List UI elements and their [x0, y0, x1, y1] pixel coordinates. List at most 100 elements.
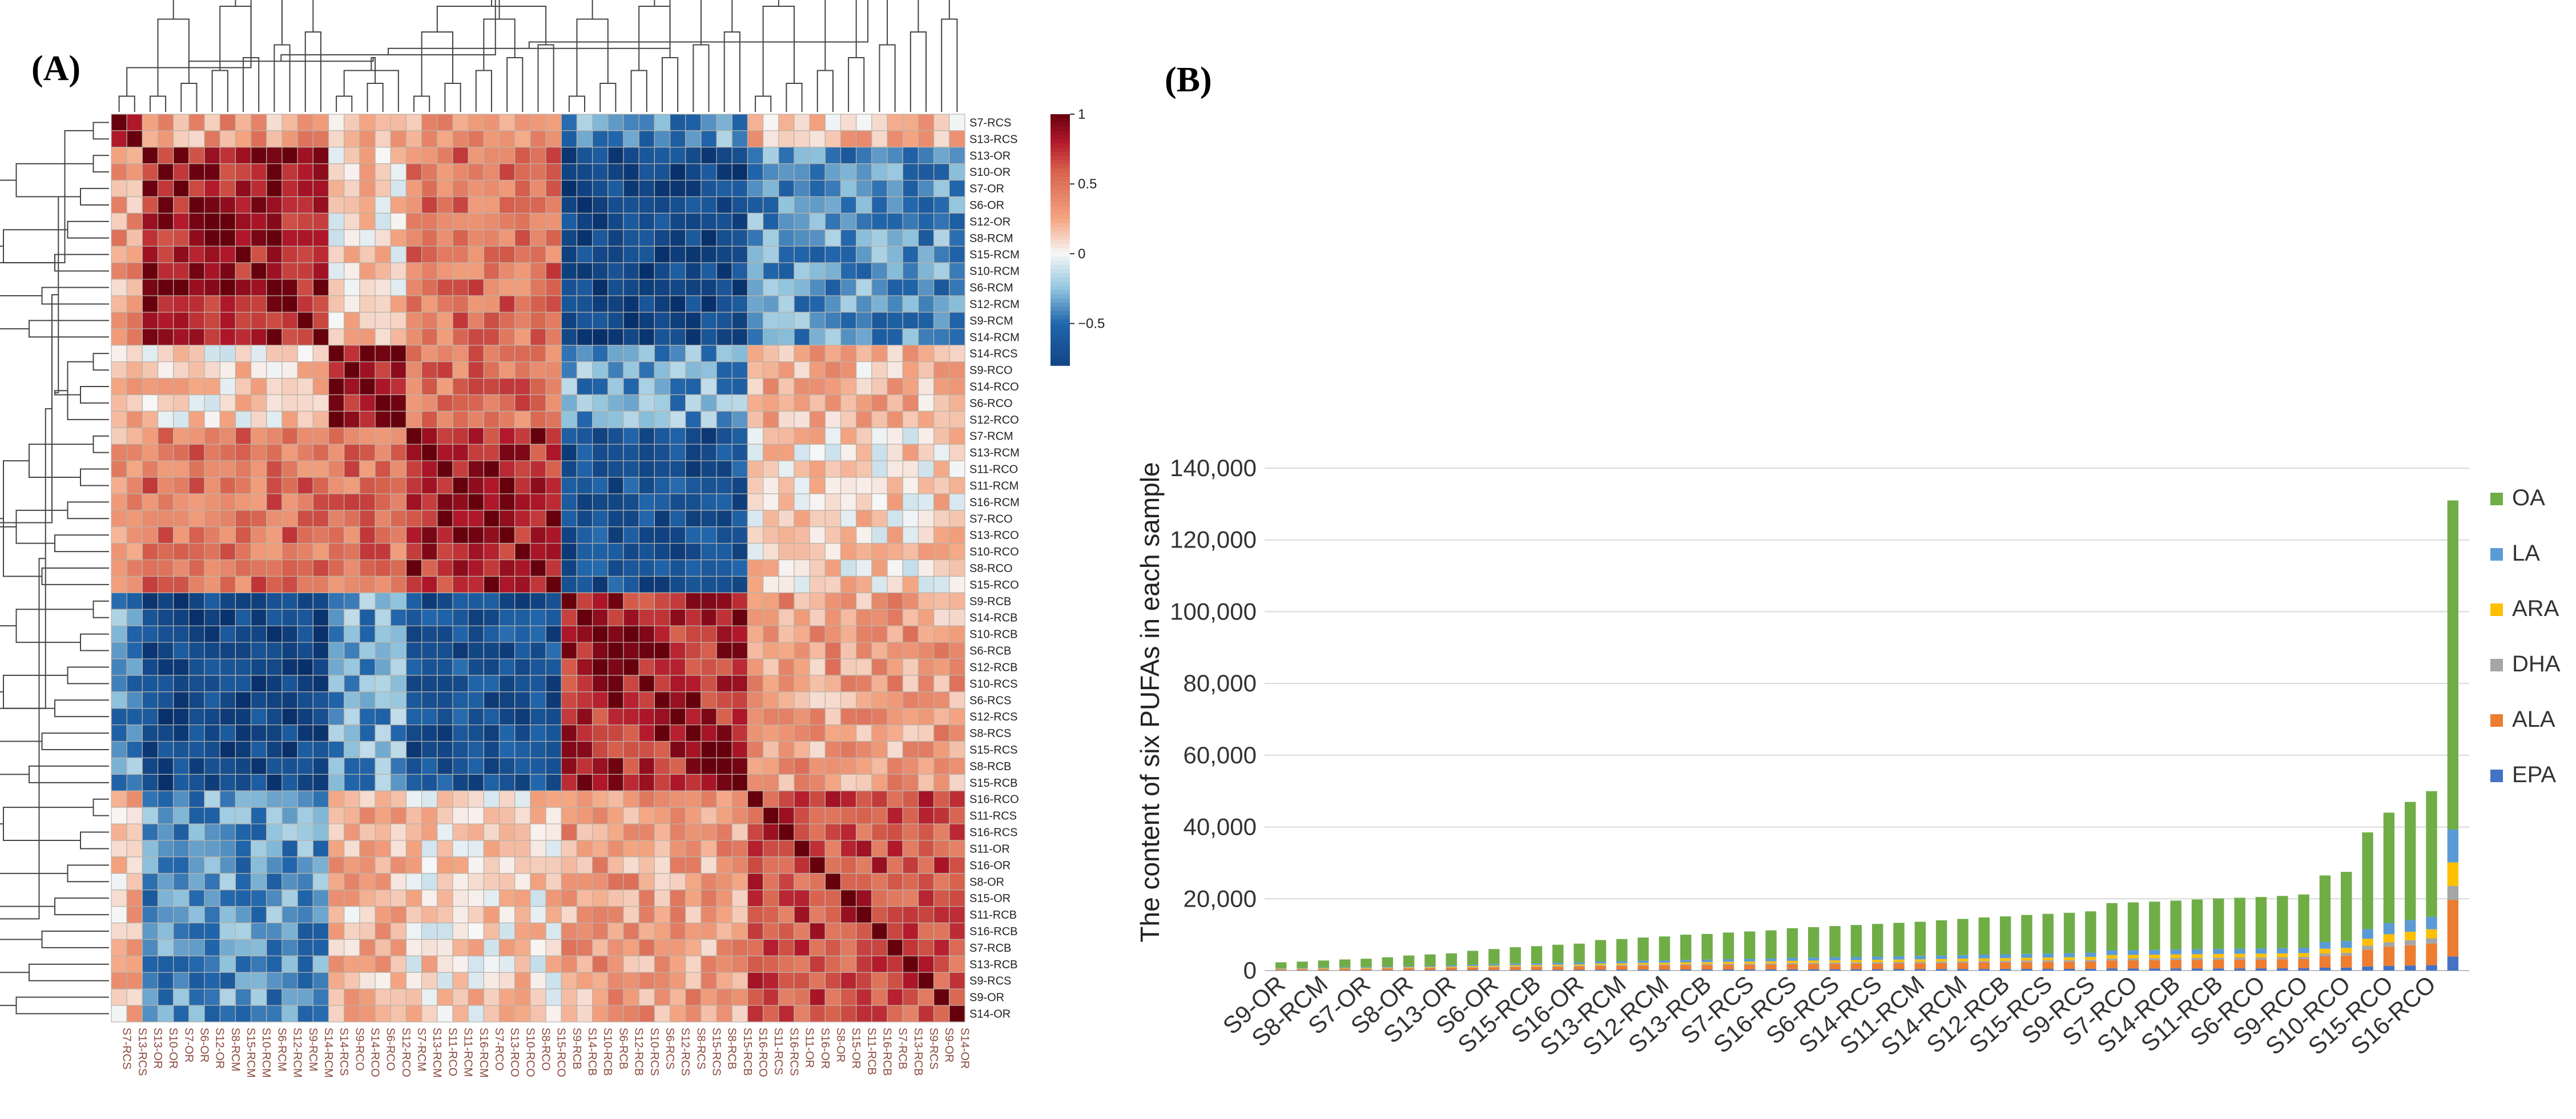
heatmap-cell: [468, 642, 484, 659]
heatmap-cell: [685, 807, 702, 824]
heatmap-cell: [530, 245, 546, 263]
heatmap-cell: [375, 163, 391, 181]
heatmap-cell: [701, 906, 717, 924]
heatmap-cell: [778, 427, 795, 445]
heatmap-cell: [251, 922, 267, 940]
heatmap-cell: [824, 295, 842, 313]
heatmap-cell: [716, 642, 732, 659]
bar-segment-dha: [2149, 958, 2160, 960]
heatmap-cell: [452, 427, 469, 445]
heatmap-cell: [173, 625, 190, 643]
heatmap-cell: [949, 774, 965, 791]
heatmap-cell: [173, 279, 190, 296]
heatmap-cell: [840, 675, 857, 693]
heatmap-cell: [794, 675, 810, 693]
heatmap-cell: [452, 510, 469, 528]
heatmap-cell: [545, 740, 562, 759]
heatmap-cell: [375, 972, 391, 989]
heatmap-cell: [576, 361, 593, 379]
heatmap-cell: [638, 873, 655, 891]
bar-segment-epa: [1935, 969, 1947, 971]
heatmap-cell: [856, 180, 872, 198]
heatmap-cell: [390, 345, 407, 363]
heatmap-cell: [638, 774, 655, 791]
heatmap-cell: [405, 625, 422, 643]
heatmap-cell: [111, 889, 127, 907]
heatmap-cell: [514, 377, 531, 396]
heatmap-cell: [763, 444, 779, 461]
heatmap-cell: [669, 1005, 686, 1023]
heatmap-cell: [251, 724, 267, 742]
bar-segment-ala: [2085, 961, 2096, 969]
heatmap-cell: [468, 708, 484, 726]
heatmap-cell: [809, 691, 826, 709]
heatmap-cell: [219, 972, 236, 989]
heatmap-cell: [778, 180, 795, 198]
heatmap-cell: [638, 609, 655, 626]
dendrogram-link: [568, 95, 586, 112]
heatmap-cell: [437, 147, 453, 164]
heatmap-cell: [902, 444, 919, 461]
heatmap-cell: [917, 510, 935, 528]
heatmap-cell: [654, 361, 671, 379]
row-label: S13-RCB: [969, 959, 1017, 971]
heatmap-cell: [623, 526, 639, 544]
dendrogram-link: [941, 18, 958, 112]
heatmap-cell: [592, 889, 609, 907]
heatmap-cell: [157, 840, 174, 858]
bar-segment-la: [1637, 960, 1649, 963]
heatmap-cell: [840, 460, 857, 478]
heatmap-cell: [731, 988, 748, 1006]
heatmap-cell: [840, 493, 857, 511]
heatmap-cell: [685, 163, 702, 181]
heatmap-cell: [204, 328, 220, 346]
heatmap-cell: [437, 575, 453, 593]
heatmap-cell: [405, 955, 422, 973]
heatmap-cell: [701, 592, 717, 610]
heatmap-cell: [266, 740, 283, 759]
heatmap-cell: [219, 543, 236, 561]
heatmap-cell: [747, 873, 764, 891]
bar-y-axis-label: The content of six PUFAs in each sample: [1135, 462, 1165, 942]
heatmap-cell: [452, 312, 469, 329]
heatmap-cell: [498, 840, 516, 858]
heatmap-cell: [126, 114, 143, 131]
heatmap-cell: [669, 328, 686, 346]
heatmap-cell: [390, 972, 407, 989]
bar-segment-dha: [2404, 940, 2416, 945]
heatmap-cell: [561, 130, 578, 148]
row-label: S14-RCM: [969, 331, 1020, 344]
heatmap-cell: [251, 279, 267, 296]
bar-segment-oa: [1999, 916, 2011, 955]
heatmap-cell: [111, 559, 127, 577]
heatmap-cell: [607, 114, 624, 131]
heatmap-cell: [716, 147, 732, 164]
heatmap-cell: [437, 1005, 453, 1023]
heatmap-cell: [111, 922, 127, 940]
heatmap-cell: [794, 345, 810, 363]
heatmap-cell: [344, 774, 360, 791]
heatmap-cell: [763, 196, 779, 214]
heatmap-cell: [142, 196, 159, 214]
heatmap-cell: [824, 625, 842, 643]
heatmap-cell: [498, 740, 516, 759]
heatmap-cell: [530, 295, 546, 313]
heatmap-cell: [312, 592, 329, 610]
heatmap-cell: [917, 988, 935, 1006]
heatmap-cell: [887, 377, 903, 396]
heatmap-cell: [266, 377, 283, 396]
heatmap-cell: [375, 625, 391, 643]
heatmap-cell: [359, 394, 376, 412]
heatmap-cell: [468, 279, 484, 296]
heatmap-cell: [902, 229, 919, 247]
heatmap-cell: [856, 774, 872, 791]
dendrogram-link: [80, 468, 109, 486]
heatmap-cell: [933, 394, 950, 412]
heatmap-cell: [949, 543, 965, 561]
heatmap-cell: [235, 410, 252, 428]
heatmap-cell: [452, 740, 469, 759]
heatmap-cell: [917, 1005, 935, 1023]
heatmap-cell: [498, 460, 516, 478]
heatmap-cell: [669, 790, 686, 808]
column-label: S13-OR: [151, 1028, 164, 1069]
